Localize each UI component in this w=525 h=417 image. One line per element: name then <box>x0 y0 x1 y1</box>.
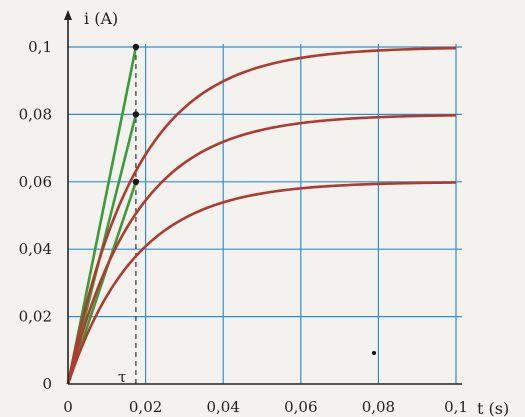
y-tick-label: 0 <box>42 375 52 393</box>
axes <box>64 10 462 385</box>
x-tick-label: 0 <box>63 398 73 416</box>
response-curves <box>66 46 457 385</box>
current-curve <box>66 113 457 385</box>
stray-dot <box>372 351 376 355</box>
y-axis-title: i (A) <box>84 9 118 28</box>
y-tick-label: 0,08 <box>19 105 52 123</box>
y-tick-label: 0,06 <box>19 173 52 191</box>
tangent-point <box>132 178 140 185</box>
y-tick-label: 0,1 <box>28 38 52 56</box>
y-tick-label: 0,02 <box>19 308 52 326</box>
current-curve <box>66 181 457 385</box>
tangent-point <box>132 43 140 51</box>
x-tick-label: 0,02 <box>129 398 162 416</box>
grid <box>68 44 462 384</box>
current-curve <box>66 46 457 385</box>
x-tick-label: 0,1 <box>444 398 468 416</box>
tau-label: τ <box>118 368 126 386</box>
x-tick-label: 0,04 <box>206 398 239 416</box>
x-tick-label: 0,06 <box>284 398 317 416</box>
tick-labels: 0 0,02 0,04 0,06 0,08 0,1 0 0,02 0,04 0,06 0,08 0,1 <box>19 38 468 416</box>
y-axis-arrow <box>64 10 72 20</box>
x-tick-label: 0,08 <box>362 398 395 416</box>
y-tick-label: 0,04 <box>19 240 52 258</box>
x-axis-title: t (s) <box>477 399 509 417</box>
tangent-point <box>132 111 140 118</box>
